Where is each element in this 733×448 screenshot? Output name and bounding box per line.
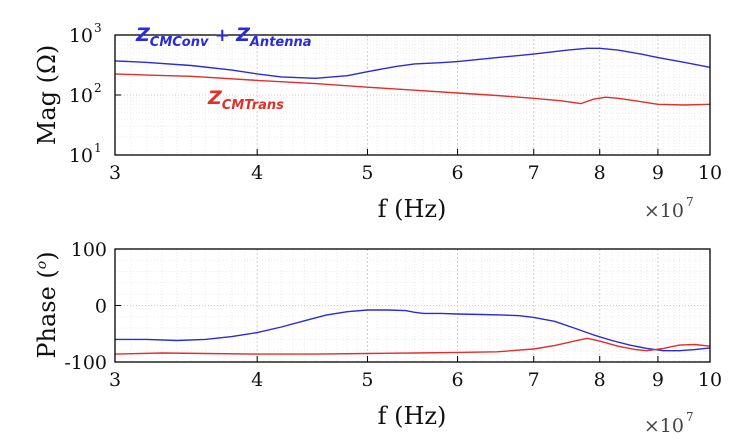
phase-y-tick-label: 100 (71, 239, 107, 261)
magnitude-lines (114, 47, 711, 106)
phase-y-tick-label: 0 (95, 296, 107, 318)
magnitude-y-tick-exponent: 1 (94, 141, 102, 155)
magnitude-series-line-red (114, 73, 711, 106)
magnitude-y-tick-label: 10 (69, 145, 93, 167)
magnitude-multiplier-exp: 7 (686, 195, 694, 209)
phase-y-axis-label: Phase (o) (33, 251, 61, 358)
phase-panel: 3 4 5 6 7 8 9 10 100 0 -100 f (Hz) Phase (o) ×10 … (33, 239, 722, 437)
magnitude-multiplier-text: ×10 (644, 200, 684, 222)
magnitude-x-multiplier: ×10 7 (644, 195, 694, 222)
phase-ylabel-degree: o (34, 261, 50, 269)
magnitude-x-tick-label: 7 (528, 162, 540, 184)
phase-y-ticks: 100 0 -100 (64, 239, 121, 374)
phase-grid (115, 249, 710, 362)
magnitude-y-axis-label: Mag (Ω) (33, 45, 61, 146)
phase-x-tick-label: 3 (109, 369, 121, 391)
magnitude-x-tick-label: 5 (361, 162, 373, 184)
magnitude-y-tick-label: 10 (69, 85, 93, 107)
phase-x-axis-label: f (Hz) (378, 402, 447, 430)
phase-series-line-blue (115, 309, 711, 352)
phase-series-line-red (114, 337, 711, 355)
label-z-red: Z (207, 87, 223, 109)
label-sub-1: CMConv (150, 35, 209, 50)
phase-ylabel-post: ) (33, 251, 61, 260)
series-label-red: ZCMTrans (207, 87, 284, 113)
phase-x-tick-label: 10 (698, 369, 722, 391)
label-sub-red: CMTrans (222, 98, 284, 113)
magnitude-x-tick-label: 8 (594, 162, 606, 184)
magnitude-x-tick-label: 9 (652, 162, 664, 184)
phase-multiplier-text: ×10 (644, 415, 684, 437)
magnitude-grid (115, 35, 710, 155)
phase-x-tick-label: 9 (652, 369, 664, 391)
phase-x-ticks: 3 4 5 6 7 8 9 10 (109, 356, 722, 391)
label-z-1: Z (135, 24, 151, 46)
magnitude-x-tick-label: 6 (452, 162, 464, 184)
magnitude-x-ticks: 3 4 5 6 7 8 9 10 (109, 149, 722, 184)
phase-multiplier-exp: 7 (686, 410, 694, 424)
phase-ylabel-pre: Phase ( (33, 269, 61, 358)
phase-y-tick-label: -100 (64, 352, 107, 374)
phase-x-tick-label: 8 (594, 369, 606, 391)
magnitude-y-tick-label: 10 (69, 25, 93, 47)
label-sub-2: Antenna (249, 35, 312, 50)
magnitude-x-tick-label: 10 (698, 162, 722, 184)
magnitude-y-tick-exponent: 2 (94, 81, 102, 95)
phase-x-tick-label: 5 (361, 369, 373, 391)
magnitude-x-axis-label: f (Hz) (378, 195, 447, 223)
label-z-2: Z (235, 24, 251, 46)
magnitude-x-tick-label: 4 (251, 162, 263, 184)
phase-x-tick-label: 4 (251, 369, 263, 391)
phase-x-tick-label: 7 (528, 369, 540, 391)
phase-x-multiplier: ×10 7 (644, 410, 694, 437)
series-label-blue: ZCMConv + ZAntenna (135, 24, 312, 50)
label-plus: + (208, 25, 236, 46)
magnitude-y-tick-exponent: 3 (94, 21, 102, 35)
magnitude-series-line-blue (114, 47, 711, 80)
magnitude-x-tick-label: 3 (109, 162, 121, 184)
phase-x-tick-label: 6 (452, 369, 464, 391)
phase-lines (114, 309, 711, 355)
